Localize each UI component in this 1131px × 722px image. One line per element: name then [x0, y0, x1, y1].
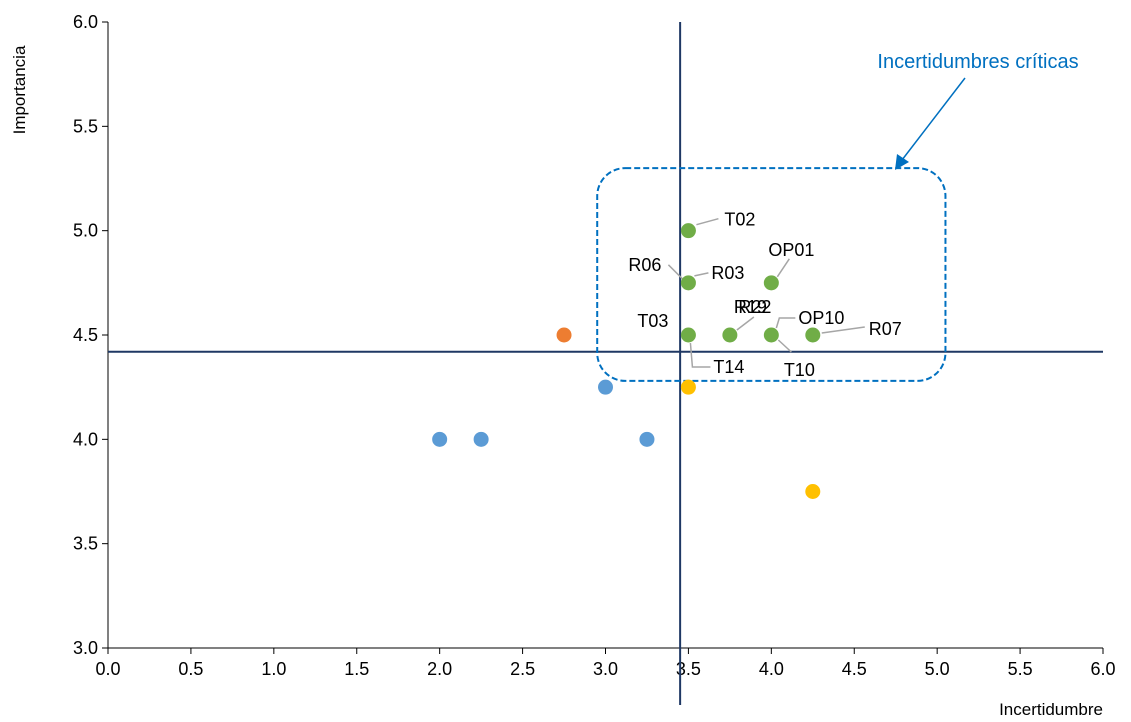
point-label: R07	[869, 319, 902, 339]
x-tick-label: 0.0	[95, 659, 120, 679]
y-axis-title: Importancia	[10, 45, 29, 134]
label-leader-line	[775, 317, 796, 329]
x-tick-label: 0.5	[178, 659, 203, 679]
data-point	[763, 327, 779, 343]
critical-region-box	[596, 167, 947, 382]
data-point	[556, 327, 572, 343]
y-tick-label: 3.5	[73, 534, 98, 554]
point-label: R22	[738, 297, 771, 317]
axes	[102, 21, 1104, 654]
annotation-text: Incertidumbres críticas	[877, 51, 1078, 73]
annotation-arrow-line	[901, 77, 966, 161]
x-tick-label: 5.5	[1008, 659, 1033, 679]
point-label: T14	[713, 357, 744, 377]
point-label: OP10	[798, 308, 844, 328]
data-point	[680, 223, 696, 239]
label-leader-line	[696, 217, 719, 226]
y-tick-label: 4.5	[73, 325, 98, 345]
x-tick-labels: 0.0 0.5 1.0 1.5 2.0 2.5 3.0 3.5 4.0 4.5 5.0 5.5 6.0	[95, 659, 1115, 679]
data-point	[598, 379, 613, 395]
y-tick-label: 5.0	[73, 221, 98, 241]
y-tick-labels: 3.0 3.5 4.0 4.5 5.0 5.5 6.0	[73, 12, 98, 658]
x-tick-label: 4.5	[842, 659, 867, 679]
label-leader-lines	[667, 217, 865, 368]
data-point	[722, 327, 738, 343]
y-tick-label: 6.0	[73, 12, 98, 32]
label-leader-line	[776, 258, 790, 278]
x-tick-label: 3.5	[676, 659, 701, 679]
data-point	[680, 327, 696, 343]
label-leader-line	[689, 342, 711, 368]
reference-lines	[108, 22, 1103, 705]
x-tick-label: 1.5	[344, 659, 369, 679]
point-label: T03	[637, 311, 668, 331]
label-leader-line	[821, 326, 865, 334]
data-point	[680, 379, 696, 395]
data-point	[432, 431, 448, 447]
point-label: R19	[734, 297, 767, 317]
x-tick-label: 6.0	[1090, 659, 1115, 679]
point-label: OP01	[768, 240, 814, 260]
critical-region	[596, 77, 966, 382]
data-points	[432, 223, 821, 499]
label-leader-line	[736, 316, 755, 331]
label-leader-line	[667, 264, 683, 280]
data-point	[639, 431, 655, 447]
data-point	[805, 484, 821, 499]
data-point	[805, 327, 821, 343]
x-tick-label: 3.0	[593, 659, 618, 679]
x-axis-title: Incertidumbre	[999, 700, 1103, 719]
point-label: T02	[724, 210, 755, 230]
x-tick-label: 2.5	[510, 659, 535, 679]
y-tick-label: 3.0	[73, 638, 98, 658]
data-point	[473, 431, 489, 447]
data-point	[763, 275, 779, 291]
data-point	[680, 275, 696, 291]
label-leader-line	[777, 339, 792, 353]
label-leader-line	[694, 272, 709, 277]
point-label: R03	[711, 263, 744, 283]
x-tick-label: 4.0	[759, 659, 784, 679]
annotation-arrowhead	[895, 154, 909, 170]
point-label: R06	[628, 255, 661, 275]
x-tick-label: 1.0	[261, 659, 286, 679]
point-label: T10	[784, 360, 815, 380]
y-tick-label: 5.5	[73, 116, 98, 136]
y-tick-label: 4.0	[73, 429, 98, 449]
x-tick-label: 2.0	[427, 659, 452, 679]
x-tick-label: 5.0	[925, 659, 950, 679]
